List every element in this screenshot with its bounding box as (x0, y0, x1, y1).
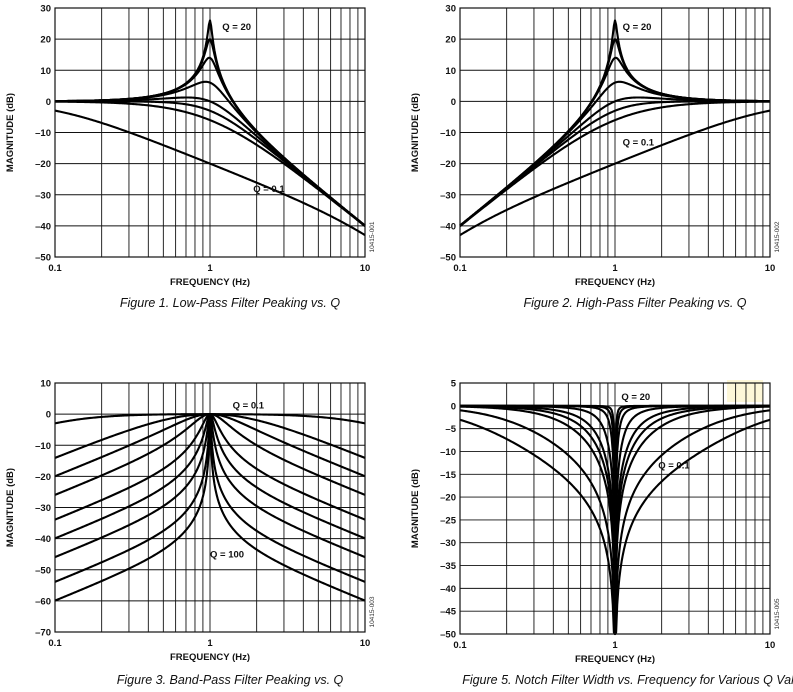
x-tick-label: 0.1 (48, 263, 62, 274)
y-tick-label: 0 (451, 401, 456, 412)
x-axis-label: FREQUENCY (Hz) (170, 277, 250, 288)
q-annotation: Q = 20 (623, 22, 652, 33)
x-tick-label: 10 (360, 263, 371, 274)
x-tick-label: 10 (360, 638, 371, 649)
figure-caption: Figure 5. Notch Filter Width vs. Frequen… (462, 673, 793, 687)
y-tick-label: 30 (40, 4, 51, 15)
y-tick-label: –10 (35, 441, 51, 452)
x-tick-label: 10 (765, 263, 776, 274)
figure-code: 10415-001 (369, 221, 376, 252)
q-annotation: Q = 20 (621, 392, 650, 403)
y-tick-label: 30 (445, 4, 456, 15)
response-curve-q-100 (54, 413, 366, 602)
figure-code: 10415-003 (369, 596, 376, 627)
plot-frame (459, 382, 771, 635)
figure-caption: Figure 1. Low-Pass Filter Peaking vs. Q (120, 296, 340, 310)
y-axis-label: MAGNITUDE (dB) (410, 469, 421, 548)
y-tick-label: 10 (40, 66, 51, 77)
q-annotation: Q = 0.1 (253, 184, 285, 195)
y-tick-label: –10 (35, 128, 51, 139)
x-tick-label: 10 (765, 640, 776, 651)
y-tick-label: –30 (35, 190, 51, 201)
y-tick-label: –20 (440, 159, 456, 170)
x-tick-label: 0.1 (453, 640, 467, 651)
y-tick-label: –20 (35, 159, 51, 170)
plot-frame (54, 382, 366, 633)
y-tick-label: –35 (440, 561, 457, 572)
y-tick-label: –30 (440, 538, 456, 549)
y-tick-label: –40 (440, 584, 456, 595)
response-curve-q-20 (459, 19, 771, 227)
plot-frame (54, 7, 366, 258)
response-curve-q-20 (54, 19, 366, 227)
y-tick-label: –25 (440, 515, 457, 526)
y-tick-label: –40 (440, 221, 456, 232)
q-annotation: Q = 100 (210, 550, 244, 561)
y-tick-label: –60 (35, 596, 51, 607)
y-tick-label: –30 (35, 503, 51, 514)
y-axis-label: MAGNITUDE (dB) (410, 93, 421, 172)
y-axis-label: MAGNITUDE (dB) (5, 468, 16, 547)
x-tick-label: 1 (612, 640, 618, 651)
x-tick-label: 1 (207, 638, 213, 649)
y-tick-label: –5 (445, 424, 456, 435)
y-tick-label: –20 (35, 472, 51, 483)
q-annotation: Q = 0.1 (623, 137, 655, 148)
q-annotation: Q = 0.1 (658, 461, 690, 472)
x-axis-label: FREQUENCY (Hz) (575, 277, 655, 288)
response-curve-q-0_1 (459, 109, 771, 237)
y-tick-label: –50 (440, 253, 456, 264)
figure-caption: Figure 2. High-Pass Filter Peaking vs. Q (524, 296, 747, 310)
x-axis-label: FREQUENCY (Hz) (170, 652, 250, 663)
figure-caption: Figure 3. Band-Pass Filter Peaking vs. Q (117, 673, 344, 687)
y-tick-label: –50 (35, 565, 51, 576)
response-curve-q-0_1 (54, 109, 366, 237)
y-tick-label: –50 (440, 630, 456, 641)
y-tick-label: 0 (46, 410, 51, 421)
y-tick-label: 10 (445, 66, 456, 77)
y-tick-label: –45 (440, 607, 457, 618)
figure-code: 10415-002 (774, 221, 781, 252)
y-axis-label: MAGNITUDE (dB) (5, 93, 16, 172)
x-axis-label: FREQUENCY (Hz) (575, 654, 655, 665)
x-tick-label: 0.1 (453, 263, 467, 274)
y-tick-label: 20 (445, 35, 456, 46)
y-tick-label: –70 (35, 628, 51, 639)
y-tick-label: –10 (440, 128, 456, 139)
q-annotation: Q = 0.1 (233, 400, 265, 411)
y-tick-label: –15 (440, 470, 457, 481)
q-annotation: Q = 20 (222, 22, 251, 33)
y-tick-label: 10 (40, 379, 51, 390)
y-tick-label: –40 (35, 534, 51, 545)
y-tick-label: 5 (451, 379, 457, 390)
y-tick-label: –50 (35, 253, 51, 264)
x-tick-label: 0.1 (48, 638, 62, 649)
y-tick-label: –20 (440, 493, 456, 504)
x-tick-label: 1 (207, 263, 213, 274)
figure-code: 10415-005 (774, 598, 781, 629)
y-tick-label: –10 (440, 447, 456, 458)
y-tick-label: –30 (440, 190, 456, 201)
y-tick-label: 0 (46, 97, 51, 108)
x-tick-label: 1 (612, 263, 618, 274)
y-tick-label: 0 (451, 97, 456, 108)
y-tick-label: 20 (40, 35, 51, 46)
y-tick-label: –40 (35, 221, 51, 232)
plot-frame (459, 7, 771, 258)
